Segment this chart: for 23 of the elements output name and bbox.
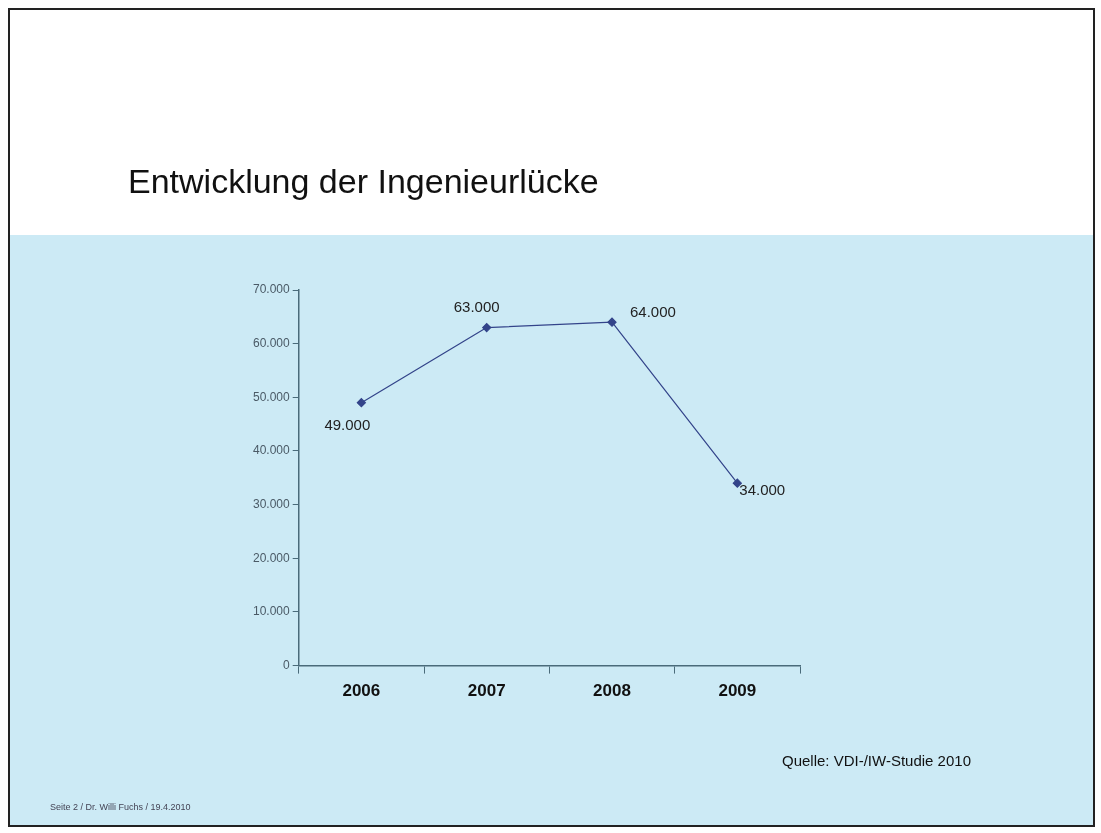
y-tick-label: 60.000 (253, 335, 291, 350)
x-tick-label: 2006 (342, 681, 381, 701)
y-tick-label: 20.000 (253, 550, 291, 565)
x-tick-label: 2009 (718, 681, 757, 701)
y-tick-label: 10.000 (253, 604, 291, 619)
y-tick-label: 40.000 (253, 443, 291, 458)
point (607, 317, 617, 327)
y-tick-label: 70.000 (253, 282, 291, 297)
source-note: Quelle: VDI-/IW-Studie 2010 (782, 752, 971, 769)
text: Seite 2 / Dr. Willi Fuchs / 19.4.2010 (50, 802, 191, 812)
point (356, 398, 366, 408)
chart-title: Entwicklung der Ingenieurlücke (128, 162, 599, 201)
x-tick-label: 2008 (593, 681, 631, 701)
point (482, 322, 492, 333)
y-tick-label: 0 (283, 657, 291, 672)
point (732, 478, 742, 488)
y-tick-label: 30.000 (253, 496, 291, 511)
data-label: 64.000 (630, 302, 676, 320)
x-tick-label: 2007 (467, 681, 506, 701)
data-label: 34.000 (739, 481, 786, 499)
y-tick-label: 50.000 (253, 389, 291, 404)
data-label: 63.000 (453, 298, 500, 316)
data-label: 49.000 (324, 416, 371, 434)
